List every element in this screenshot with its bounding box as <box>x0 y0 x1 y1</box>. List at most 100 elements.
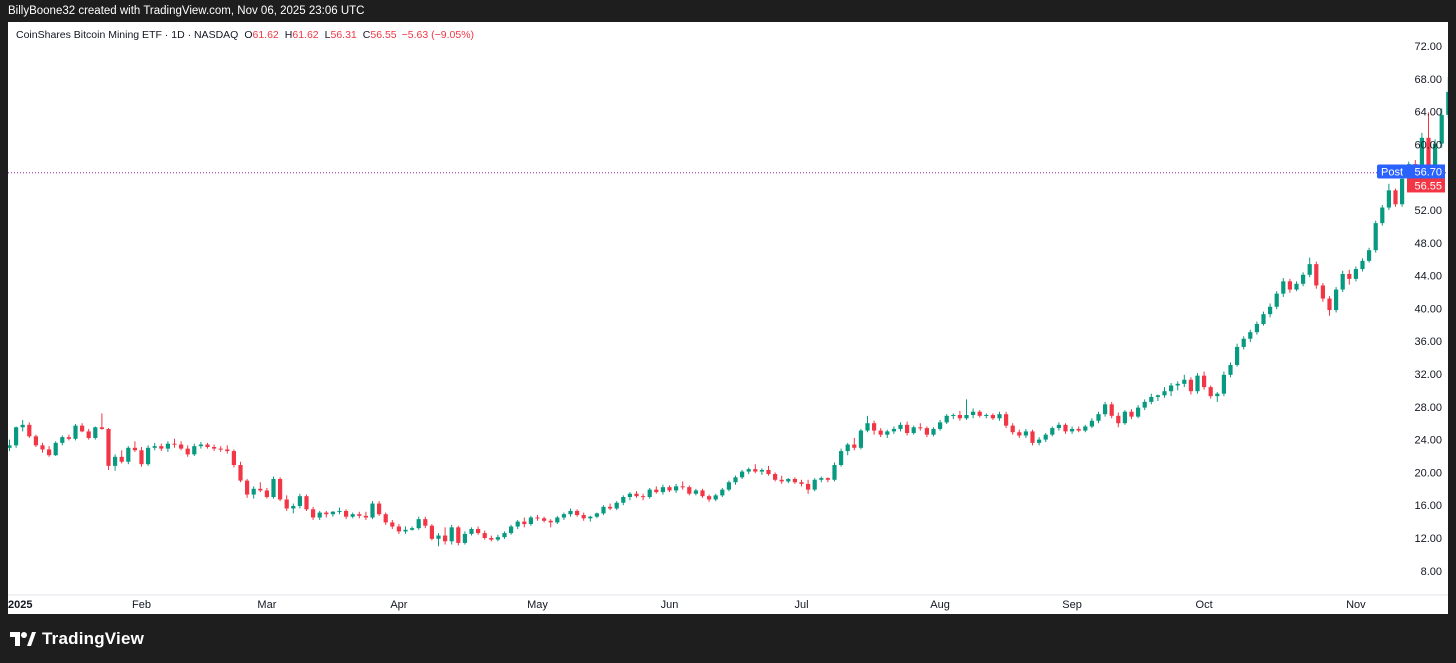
candle <box>634 491 639 498</box>
candle <box>1327 296 1332 316</box>
candle <box>1235 343 1240 367</box>
candle <box>766 465 771 476</box>
candle-body <box>482 533 487 538</box>
candle-body <box>1056 424 1061 429</box>
candle <box>1109 401 1114 419</box>
candle <box>317 510 322 520</box>
candle-body <box>502 533 507 538</box>
candle <box>839 448 844 467</box>
header-credit: BillyBoone32 created with TradingView.co… <box>0 0 1456 22</box>
price-tick-label: 36.00 <box>1414 336 1442 348</box>
candle-body <box>86 431 91 438</box>
candle-body <box>733 477 738 483</box>
candle-body <box>654 489 659 493</box>
candle <box>872 420 877 435</box>
candle <box>1037 437 1042 446</box>
post-label-tag <box>1377 164 1407 179</box>
candle <box>885 429 890 438</box>
candle-body <box>495 537 500 540</box>
candle <box>1162 387 1167 398</box>
time-axis[interactable]: 2025 Feb Mar Apr May Jun Jul Aug Sep Oct Nov <box>8 599 1366 611</box>
candle-body <box>1268 306 1273 315</box>
candle-body <box>245 480 250 495</box>
candle <box>337 507 342 515</box>
price-scale[interactable] <box>8 22 1448 614</box>
candle-body <box>1400 178 1405 205</box>
candle <box>449 524 454 545</box>
candle <box>251 486 256 499</box>
candle <box>99 413 104 430</box>
candle-body <box>1426 137 1431 167</box>
candle <box>218 446 223 452</box>
candle-body <box>47 449 52 456</box>
candle <box>1116 412 1121 428</box>
candle <box>1030 429 1035 446</box>
candle-body <box>80 425 85 432</box>
tradingview-brand[interactable]: TradingView <box>10 628 144 650</box>
candle-body <box>1215 393 1220 397</box>
chart-panel[interactable]: 2025 Feb Mar Apr May Jun Jul Aug Sep Oct Nov 72.00… <box>8 22 1448 614</box>
time-tick-label: Aug <box>930 599 950 611</box>
candle <box>1122 410 1127 425</box>
candle-body <box>1116 415 1121 424</box>
candle-body <box>555 517 560 523</box>
candle <box>53 441 58 456</box>
candle-body <box>872 423 877 431</box>
low-label: L <box>324 29 331 41</box>
candle <box>495 534 500 542</box>
candle-body <box>799 482 804 484</box>
candlestick-chart[interactable]: 2025 Feb Mar Apr May Jun Jul Aug Sep Oct Nov 72.00… <box>8 22 1448 614</box>
candle-body <box>753 469 758 472</box>
price-tick-label: 72.00 <box>1414 41 1442 53</box>
candle-body <box>1314 264 1319 286</box>
candle-body <box>489 538 494 540</box>
candle <box>654 486 659 494</box>
candle <box>33 434 38 447</box>
candle-body <box>165 443 170 449</box>
candle-body <box>852 444 857 448</box>
candle <box>720 487 725 497</box>
candle-body <box>357 514 362 516</box>
candle <box>707 494 712 502</box>
candle <box>1439 108 1444 148</box>
candle-body <box>66 437 71 439</box>
candle-body <box>614 502 619 509</box>
candle <box>594 512 599 519</box>
candle-body <box>1439 114 1444 144</box>
candle <box>759 468 764 475</box>
candle-body <box>1103 404 1108 415</box>
time-tick-label: Apr <box>390 599 407 611</box>
candle-body <box>1261 314 1266 324</box>
candle-body <box>687 487 692 494</box>
post-label-text: Post <box>1381 166 1403 178</box>
candle <box>377 501 382 516</box>
candle <box>1103 401 1108 417</box>
candle <box>522 517 527 528</box>
candle <box>1347 269 1352 285</box>
candle-body <box>1063 424 1068 432</box>
candle <box>185 445 190 457</box>
candle-body <box>667 487 672 491</box>
candle-body <box>1320 285 1325 299</box>
candle <box>660 484 665 495</box>
candle <box>680 481 685 490</box>
candle <box>740 469 745 479</box>
candle-body <box>126 447 131 462</box>
price-tick-label: 16.00 <box>1414 500 1442 512</box>
candle-body <box>548 520 553 523</box>
candle-body <box>641 496 646 498</box>
candle-body <box>1070 428 1075 432</box>
candle <box>542 516 547 523</box>
candle-body <box>172 443 177 445</box>
candle-body <box>212 446 217 449</box>
candle <box>779 475 784 484</box>
time-tick-label: Oct <box>1196 599 1213 611</box>
candle-body <box>251 488 256 495</box>
candle-body <box>898 424 903 429</box>
candle-body <box>792 478 797 483</box>
candle <box>436 533 441 547</box>
candle-body <box>410 528 415 530</box>
tradingview-wordmark: TradingView <box>42 629 145 648</box>
candle-body <box>370 503 375 518</box>
candle-body <box>561 514 566 518</box>
